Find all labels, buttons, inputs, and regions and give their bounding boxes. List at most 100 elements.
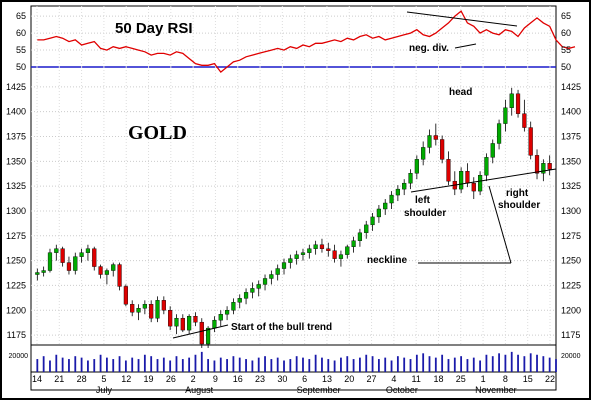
candle-body (136, 308, 141, 313)
month-label: November (475, 385, 517, 395)
date-tick: 23 (255, 374, 265, 384)
volume-panel (30, 344, 557, 373)
volume-bar (232, 356, 235, 372)
price-tick-right: 1375 (561, 132, 581, 142)
rsi-title: 50 Day RSI (115, 20, 193, 37)
price-tick-left: 1300 (6, 206, 26, 216)
candle-body (35, 272, 40, 275)
volume-bar (308, 359, 311, 372)
date-tick: 18 (433, 374, 443, 384)
volume-bar (321, 357, 323, 372)
candle-body (288, 258, 293, 263)
candle-body (281, 262, 287, 269)
volume-bar (264, 356, 266, 372)
price-tick-left: 1225 (6, 280, 26, 290)
price-tick-right: 1225 (561, 280, 581, 290)
volume-bar (428, 356, 431, 372)
rsi-panel (30, 5, 557, 68)
bull-trend-pointer (172, 324, 229, 339)
rsi-tick-right: 60 (561, 28, 571, 38)
date-tick: 11 (412, 374, 421, 384)
volume-bar (194, 354, 197, 372)
price-tick-left: 1350 (6, 156, 26, 166)
price-tick-left: 1175 (7, 330, 26, 340)
volume-bar (245, 359, 247, 372)
annotation-neg-div: neg. div. (409, 43, 449, 54)
date-tick: 1 (481, 374, 486, 384)
date-tick: 20 (344, 374, 354, 384)
candle-body (395, 188, 400, 196)
volume-bar (302, 357, 304, 372)
volume-bar (270, 359, 273, 372)
annotation-left-shoulder-line1: left (415, 195, 431, 206)
annotation-bull-trend: Start of the bull trend (231, 322, 332, 333)
volume-bar (333, 360, 336, 372)
candle-body (433, 135, 438, 140)
volume-bar (466, 359, 469, 372)
volume-bar (188, 357, 191, 372)
volume-bar (74, 356, 77, 372)
annotation-right-shoulder: right shoulder (498, 188, 540, 211)
date-tick: 25 (456, 374, 466, 384)
candle-body (345, 246, 350, 255)
volume-bar (396, 356, 399, 372)
date-tick: 16 (233, 374, 243, 384)
candle-body (187, 316, 192, 331)
volume-bar (156, 359, 159, 372)
candle-body (509, 93, 514, 108)
volume-bar (434, 357, 437, 372)
date-tick: 14 (32, 374, 42, 384)
candle-body (541, 163, 546, 174)
volume-bar (162, 357, 165, 372)
volume-bar (276, 357, 279, 372)
gold-title: GOLD (128, 122, 187, 144)
month-label: July (96, 385, 113, 395)
date-tick: 2 (191, 374, 196, 384)
candle-body (218, 314, 223, 321)
volume-bar (118, 356, 121, 372)
volume-bar (238, 357, 241, 372)
price-tick-right: 1325 (561, 181, 581, 191)
volume-bar (200, 351, 203, 372)
candle-body (41, 270, 46, 273)
volume-bar (542, 356, 545, 372)
candle-body (351, 240, 356, 247)
rsi-tick-left: 60 (16, 28, 26, 38)
candle-body (376, 208, 381, 218)
candle-body (503, 107, 508, 124)
candle-body (534, 155, 540, 174)
rsi-tick-right: 65 (561, 11, 571, 21)
volume-bar (106, 357, 108, 372)
candle-body (60, 248, 65, 263)
volume-bar (447, 359, 450, 372)
rsi-tick-left: 65 (16, 11, 26, 21)
volume-bar (485, 354, 488, 372)
date-tick: 19 (144, 374, 154, 384)
candle-body (54, 248, 59, 253)
date-tick: 26 (166, 374, 176, 384)
annotation-head: head (449, 87, 472, 98)
date-tick: 12 (121, 374, 131, 384)
volume-bar (536, 354, 538, 372)
volume-bar (68, 359, 70, 372)
volume-bar (517, 354, 519, 372)
date-tick: 6 (302, 374, 307, 384)
candle-body (370, 216, 375, 226)
date-axis-panel (30, 371, 557, 391)
volume-bar (441, 354, 444, 372)
candle-body (199, 321, 204, 345)
price-tick-left: 1200 (6, 305, 26, 315)
volume-bar (523, 356, 526, 372)
candle-body (357, 232, 363, 241)
date-tick: 27 (367, 374, 377, 384)
volume-bar (409, 359, 412, 372)
candle-body (66, 262, 72, 271)
volume-bar (207, 359, 210, 372)
volume-bar (93, 359, 96, 372)
volume-bar (283, 360, 285, 372)
candle-body (92, 248, 97, 267)
candle-body (123, 286, 128, 305)
volume-bar (529, 353, 532, 372)
date-tick: 28 (77, 374, 87, 384)
